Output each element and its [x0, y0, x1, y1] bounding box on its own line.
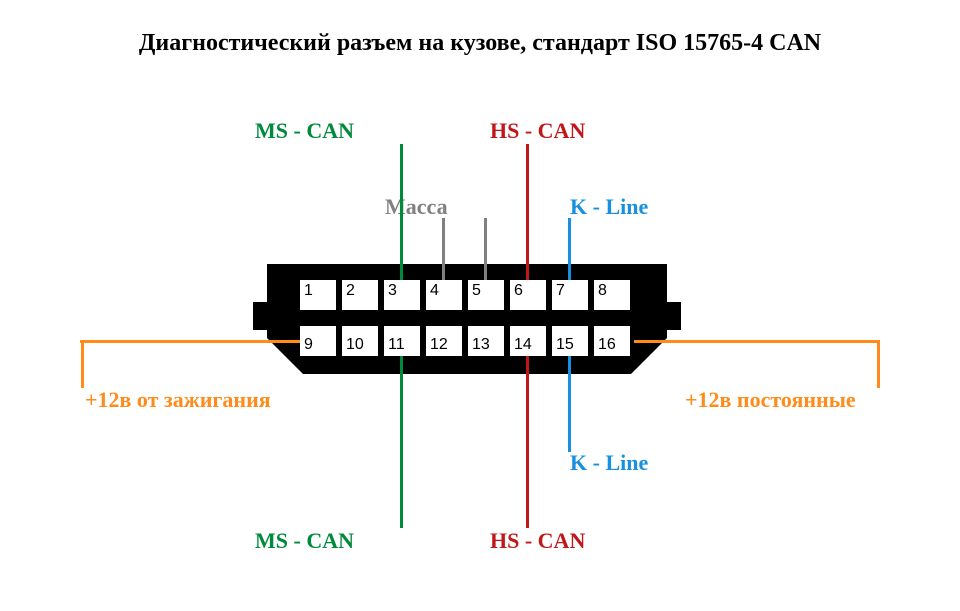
- pin-row-top: 12345678: [300, 280, 630, 310]
- hs-can-bot-line: [526, 356, 529, 528]
- pin-14: 14: [510, 326, 546, 356]
- label-k-line-top: K - Line: [570, 194, 648, 220]
- pin-3: 3: [384, 280, 420, 310]
- pin-11: 11: [384, 326, 420, 356]
- diagram-title: Диагностический разъем на кузове, станда…: [0, 30, 960, 57]
- pin-13: 13: [468, 326, 504, 356]
- pin-6: 6: [510, 280, 546, 310]
- pin-1: 1: [300, 280, 336, 310]
- pin-8: 8: [594, 280, 630, 310]
- const-vert: [877, 341, 880, 388]
- ms-can-bot-line: [400, 356, 403, 528]
- const-horiz: [634, 340, 880, 343]
- hs-can-top-line: [526, 144, 529, 280]
- pin-9: 9: [300, 326, 336, 356]
- label-hs-can-top: HS - CAN: [490, 118, 585, 144]
- connector-chamfer-right: [631, 338, 667, 374]
- label-plus12-const: +12в постоянные: [685, 387, 856, 413]
- pin-15: 15: [552, 326, 588, 356]
- connector-ear-left: [253, 302, 267, 330]
- k-line-top-line: [568, 218, 571, 280]
- ms-can-top-line: [400, 144, 403, 280]
- label-ms-can-top: MS - CAN: [255, 118, 354, 144]
- ign-horiz: [80, 340, 300, 343]
- label-plus12-ign: +12в от зажигания: [85, 387, 271, 413]
- pin-2: 2: [342, 280, 378, 310]
- pin-4: 4: [426, 280, 462, 310]
- ign-vert: [81, 341, 84, 388]
- connector-ear-right: [667, 302, 681, 330]
- label-massa: Масса: [385, 194, 448, 220]
- pin-10: 10: [342, 326, 378, 356]
- pin-16: 16: [594, 326, 630, 356]
- pin-12: 12: [426, 326, 462, 356]
- pin-5: 5: [468, 280, 504, 310]
- diagram-stage: Диагностический разъем на кузове, станда…: [0, 0, 960, 611]
- label-ms-can-bot: MS - CAN: [255, 528, 354, 554]
- label-hs-can-bot: HS - CAN: [490, 528, 585, 554]
- massa-line-2: [484, 218, 487, 280]
- pin-row-bottom: 910111213141516: [300, 326, 630, 356]
- label-k-line-bot: K - Line: [570, 450, 648, 476]
- k-line-bot-line: [568, 356, 571, 452]
- pin-7: 7: [552, 280, 588, 310]
- connector-chamfer-left: [267, 338, 303, 374]
- massa-line-1: [442, 218, 445, 280]
